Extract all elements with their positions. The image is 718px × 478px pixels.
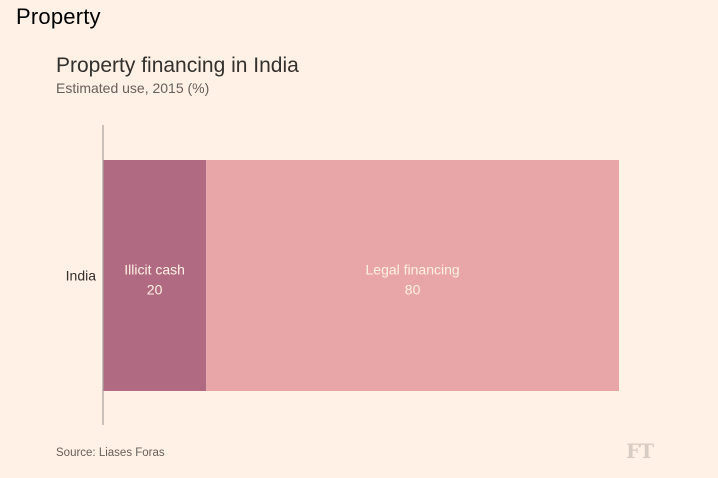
bar-segment <box>206 160 619 391</box>
source-note: Source: Liases Foras <box>56 447 165 459</box>
chart-title: Property financing in India <box>56 54 299 77</box>
segment-value: 20 <box>147 282 163 298</box>
category-label: India <box>66 268 97 284</box>
bar-segment <box>103 160 207 391</box>
segment-label: Legal financing <box>366 262 460 278</box>
segment-value: 80 <box>405 282 421 298</box>
segment-label: Illicit cash <box>124 262 185 278</box>
ft-logo: FT <box>626 439 654 463</box>
chart-subtitle: Estimated use, 2015 (%) <box>56 80 210 96</box>
section-header: Property <box>16 4 101 29</box>
